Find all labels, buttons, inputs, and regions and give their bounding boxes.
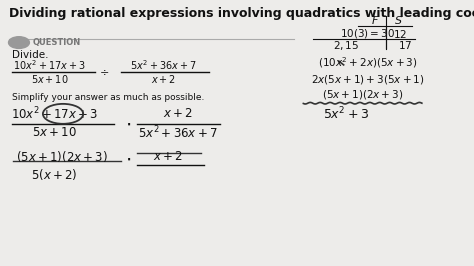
Text: $10x^2+17x+3$: $10x^2+17x+3$	[13, 58, 86, 72]
Text: $x+2$: $x+2$	[163, 107, 193, 120]
Text: ?: ?	[17, 38, 21, 47]
Text: Divide.: Divide.	[12, 49, 48, 60]
Text: $(10x^2+2x)(5x+3)$: $(10x^2+2x)(5x+3)$	[318, 56, 417, 70]
Text: $5x^2+36x+7$: $5x^2+36x+7$	[130, 58, 197, 72]
Text: $5x^2+3$: $5x^2+3$	[323, 106, 369, 122]
Text: QUESTION: QUESTION	[32, 38, 81, 47]
Text: $\div$: $\div$	[99, 67, 109, 77]
Text: $(5x+1)(2x+3)$: $(5x+1)(2x+3)$	[16, 149, 108, 164]
Text: $2x(5x+1)+3(5x+1)$: $2x(5x+1)+3(5x+1)$	[310, 73, 424, 86]
Text: Dividing rational expressions involving quadratics with leading coefficients gre: Dividing rational expressions involving …	[9, 7, 474, 20]
Text: $12$: $12$	[393, 28, 408, 40]
Text: $17$: $17$	[398, 39, 412, 51]
Text: $5x+10$: $5x+10$	[32, 127, 77, 139]
Text: $\cdot$: $\cdot$	[125, 150, 131, 169]
Text: $x+2$: $x+2$	[151, 73, 176, 85]
Text: $5x+10$: $5x+10$	[31, 73, 69, 85]
Text: $10x^2+17x+3$: $10x^2+17x+3$	[11, 106, 98, 122]
Text: $\cdot$: $\cdot$	[125, 114, 131, 133]
Text: $(5x+1)(2x+3)$: $(5x+1)(2x+3)$	[322, 88, 403, 101]
Text: $2,15$: $2,15$	[333, 39, 359, 52]
Text: $5(x+2)$: $5(x+2)$	[31, 167, 78, 182]
Text: $x+2$: $x+2$	[153, 151, 183, 163]
Text: $5x^2+36x+7$: $5x^2+36x+7$	[138, 125, 218, 141]
Text: $10(3)=30$: $10(3)=30$	[340, 27, 395, 40]
Text: Simplify your answer as much as possible.: Simplify your answer as much as possible…	[12, 93, 204, 102]
Text: S: S	[394, 16, 402, 26]
Circle shape	[9, 37, 29, 48]
Text: F: F	[371, 16, 378, 26]
